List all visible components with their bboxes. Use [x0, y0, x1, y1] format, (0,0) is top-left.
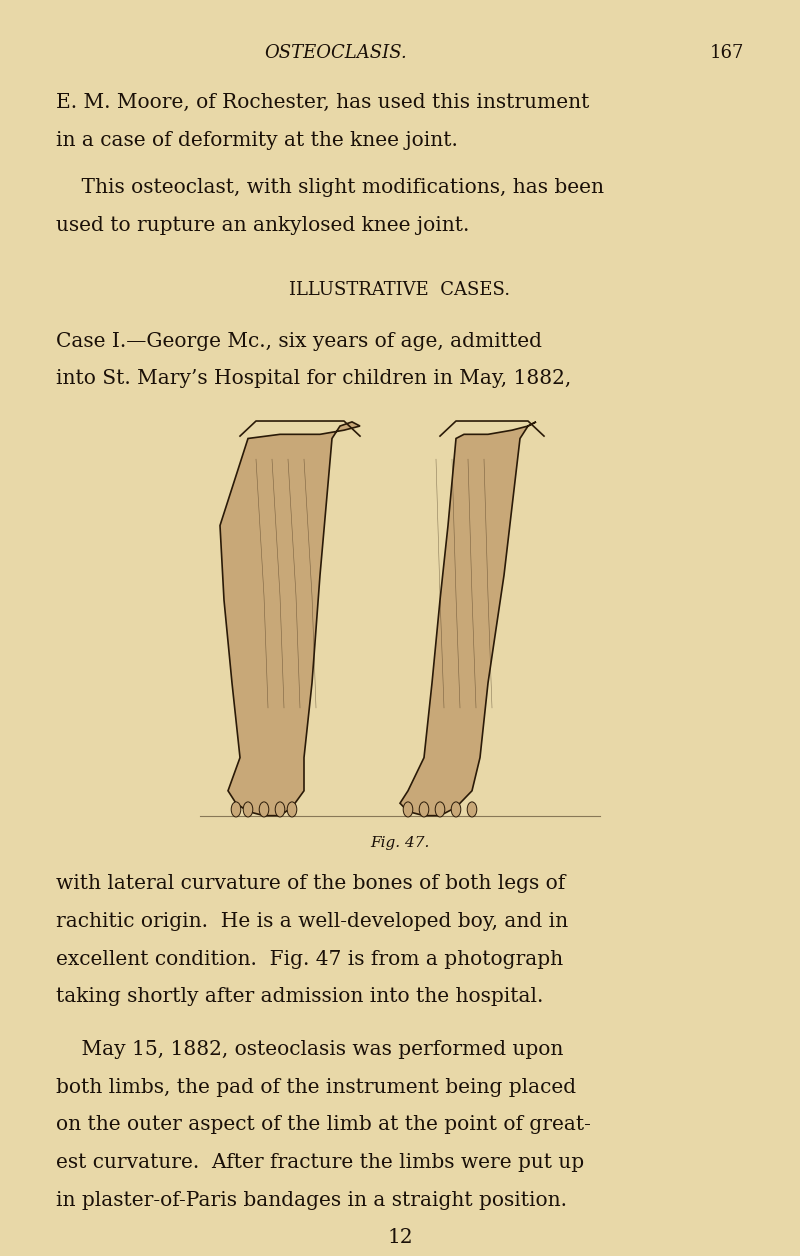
Text: OSTEOCLASIS.: OSTEOCLASIS. — [265, 44, 407, 62]
Circle shape — [451, 801, 461, 816]
Text: rachitic origin.  He is a well-developed boy, and in: rachitic origin. He is a well-developed … — [56, 912, 568, 931]
Circle shape — [419, 801, 429, 816]
Circle shape — [467, 801, 477, 816]
Text: 12: 12 — [387, 1228, 413, 1247]
Circle shape — [243, 801, 253, 816]
Text: both limbs, the pad of the instrument being placed: both limbs, the pad of the instrument be… — [56, 1078, 576, 1096]
Circle shape — [275, 801, 285, 816]
Text: May 15, 1882, osteoclasis was performed upon: May 15, 1882, osteoclasis was performed … — [56, 1040, 563, 1059]
Text: est curvature.  After fracture the limbs were put up: est curvature. After fracture the limbs … — [56, 1153, 584, 1172]
Circle shape — [435, 801, 445, 816]
Text: in a case of deformity at the knee joint.: in a case of deformity at the knee joint… — [56, 131, 458, 149]
Circle shape — [403, 801, 413, 816]
Text: into St. Mary’s Hospital for children in May, 1882,: into St. Mary’s Hospital for children in… — [56, 369, 571, 388]
Text: E. M. Moore, of Rochester, has used this instrument: E. M. Moore, of Rochester, has used this… — [56, 93, 590, 112]
Text: excellent condition.  Fig. 47 is from a photograph: excellent condition. Fig. 47 is from a p… — [56, 950, 563, 968]
Text: with lateral curvature of the bones of both legs of: with lateral curvature of the bones of b… — [56, 874, 566, 893]
Text: taking shortly after admission into the hospital.: taking shortly after admission into the … — [56, 987, 543, 1006]
Circle shape — [287, 801, 297, 816]
Circle shape — [259, 801, 269, 816]
Polygon shape — [220, 422, 360, 815]
Text: on the outer aspect of the limb at the point of great-: on the outer aspect of the limb at the p… — [56, 1115, 591, 1134]
Circle shape — [231, 801, 241, 816]
Text: ILLUSTRATIVE  CASES.: ILLUSTRATIVE CASES. — [290, 281, 510, 299]
Text: This osteoclast, with slight modifications, has been: This osteoclast, with slight modificatio… — [56, 178, 604, 197]
Text: Fig. 47.: Fig. 47. — [370, 836, 430, 850]
Text: 167: 167 — [710, 44, 744, 62]
Text: in plaster-of-Paris bandages in a straight position.: in plaster-of-Paris bandages in a straig… — [56, 1191, 567, 1210]
Text: Case I.—George Mc., six years of age, admitted: Case I.—George Mc., six years of age, ad… — [56, 332, 542, 350]
Text: used to rupture an ankylosed knee joint.: used to rupture an ankylosed knee joint. — [56, 216, 470, 235]
Polygon shape — [400, 422, 536, 815]
